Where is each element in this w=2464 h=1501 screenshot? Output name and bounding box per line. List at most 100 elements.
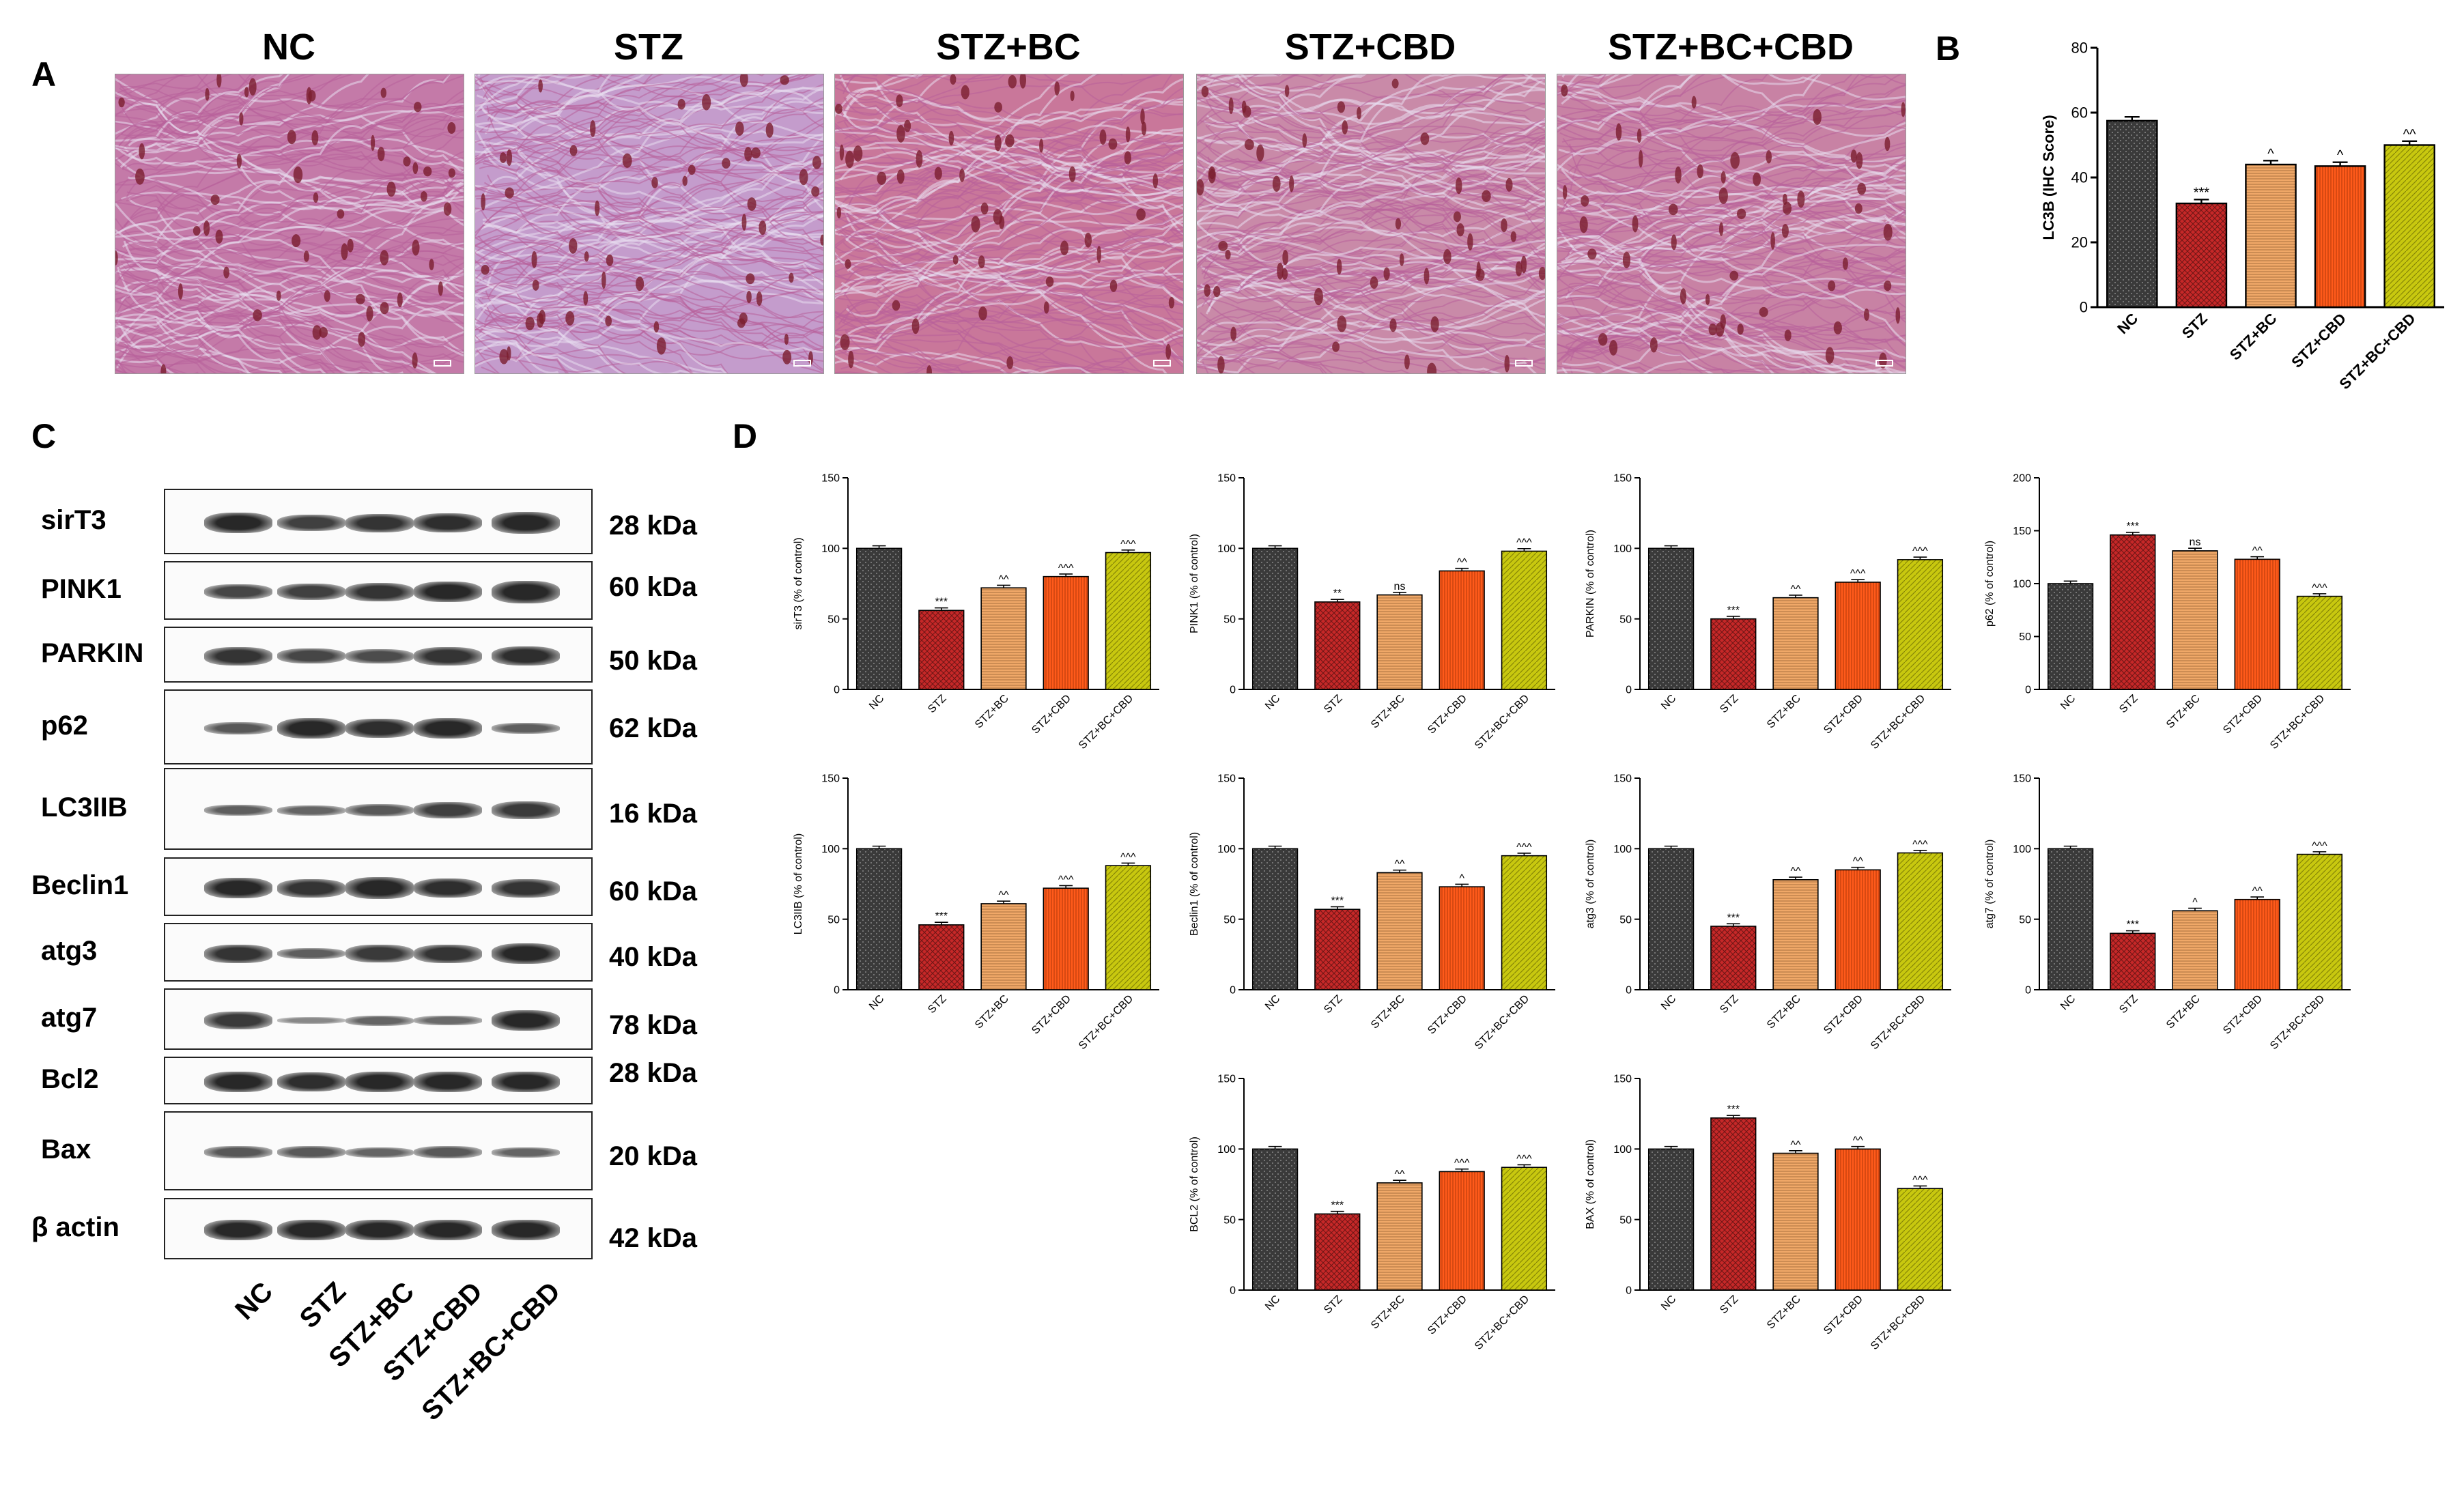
chart-bcl2: 0 50 100 150 BCL2 (% of control) NC *** STZ ^^ ST… <box>1181 1072 1563 1365</box>
scale-bar <box>1875 360 1893 367</box>
y-tick-label: 50 <box>2019 914 2031 926</box>
significance-mark: *** <box>1727 912 1740 924</box>
significance-mark: ^^^ <box>1516 537 1532 549</box>
chart-atg7: 0 50 100 150 atg7 (% of control) NC *** STZ ^ STZ… <box>1977 771 2359 1065</box>
blot-kda-atg3: 40 kDa <box>609 942 697 972</box>
error-bar <box>1789 1150 1802 1154</box>
error-bar <box>2312 851 2327 855</box>
blot-band <box>203 878 272 898</box>
error-bar <box>2188 907 2202 911</box>
blot-band <box>277 1220 345 1240</box>
x-category-label: STZ+CBD <box>2288 310 2349 371</box>
blot-strip-parkin <box>164 627 593 683</box>
x-category-label: STZ+BC+CBD <box>1077 693 1135 752</box>
blot-label-atg3: atg3 <box>41 936 98 966</box>
blot-band <box>414 878 483 898</box>
ihc-title-nc: NC <box>262 27 315 68</box>
x-category-label: STZ+CBD <box>1822 693 1865 737</box>
bar-stz <box>918 924 965 990</box>
blot-label-parkin: PARKIN <box>41 638 144 668</box>
ihc-micrograph-nc <box>115 74 464 374</box>
ihc-title-stz: STZ <box>614 27 683 68</box>
blot-band <box>345 513 414 532</box>
error-bar <box>1913 850 1927 853</box>
blot-band <box>491 943 560 964</box>
y-tick-label: 150 <box>1217 773 1236 785</box>
x-category-label: STZ+BC+CBD <box>1869 693 1927 752</box>
blot-band <box>491 1010 560 1031</box>
x-category-label: STZ+CBD <box>1426 693 1469 737</box>
error-bar <box>872 545 886 549</box>
error-bar <box>2263 160 2278 165</box>
blot-band <box>491 1147 560 1158</box>
blot-band <box>345 1147 414 1158</box>
x-category-label: STZ+BC+CBD <box>2268 693 2327 752</box>
blot-band <box>277 1017 345 1024</box>
x-category-label: STZ+BC <box>1369 693 1407 731</box>
blot-label-bax: Bax <box>41 1134 91 1164</box>
y-tick-label: 0 <box>2080 299 2088 316</box>
ihc-micrograph-stz-cbd <box>1196 74 1546 374</box>
significance-mark: ^^ <box>998 573 1009 585</box>
error-bar <box>1455 883 1469 887</box>
y-axis-label: atg3 (% of control) <box>1585 840 1596 929</box>
error-bar <box>1330 599 1344 602</box>
blot-strip-beta-actin <box>164 1198 593 1259</box>
blot-band <box>203 804 272 816</box>
error-bar <box>1330 1210 1344 1214</box>
chart-svg-bax: 0 50 100 150 BAX (% of control) NC *** STZ ^^ STZ… <box>1585 1074 1951 1352</box>
blot-kda-lc3iib: 16 kDa <box>609 799 697 829</box>
x-category-label: STZ+CBD <box>1822 1293 1865 1337</box>
bar-stz <box>2110 534 2156 690</box>
significance-mark: ns <box>2190 537 2201 548</box>
chart-pink1: 0 50 100 150 PINK1 (% of control) NC ** STZ ns ST… <box>1181 471 1563 764</box>
blot-band <box>203 1220 272 1240</box>
bar-nc <box>1647 848 1695 990</box>
y-tick-label: 100 <box>1613 1144 1632 1156</box>
lc3b-ihc-score-chart: 0 20 40 60 80 LC3B (IHC Score) NC *** STZ ^ STZ+BC… <box>2035 27 2458 416</box>
blot-label-beta-actin: β actin <box>31 1212 119 1242</box>
blot-label-pink1: PINK1 <box>41 574 122 604</box>
blot-band <box>491 1220 560 1240</box>
blot-band <box>345 804 414 816</box>
y-axis-label: BAX (% of control) <box>1585 1139 1596 1229</box>
bar-stz-bc-cbd <box>1105 865 1152 990</box>
bar-stz-bc <box>980 587 1027 690</box>
x-category-label: STZ <box>1322 693 1345 716</box>
blot-band <box>414 513 483 533</box>
significance-mark: *** <box>2194 185 2210 200</box>
blot-kda-atg7: 78 kDa <box>609 1010 697 1040</box>
y-tick-label: 100 <box>1613 844 1632 855</box>
panel-letter-b: B <box>1936 29 1961 68</box>
blot-band <box>345 718 414 739</box>
y-tick-label: 200 <box>2013 473 2031 485</box>
y-tick-label: 0 <box>1626 685 1632 696</box>
chart-sirt3: 0 50 100 150 sirT3 (% of control) NC *** STZ ^^ S… <box>785 471 1167 764</box>
blot-band <box>345 1220 414 1240</box>
x-category-label: STZ <box>926 993 949 1016</box>
y-tick-label: 60 <box>2071 104 2088 121</box>
x-category-label: STZ <box>1322 1293 1345 1317</box>
x-category-label: STZ+BC <box>1369 993 1407 1031</box>
bar-stz-bc-cbd <box>2383 144 2435 309</box>
y-tick-label: 50 <box>1619 1214 1632 1226</box>
bar-stz-bc <box>2172 910 2218 990</box>
significance-mark: ^ <box>2267 146 2274 161</box>
blot-band <box>491 722 560 734</box>
error-bar <box>1913 1185 1927 1189</box>
error-bar <box>1121 862 1135 866</box>
blot-band <box>491 646 560 666</box>
error-bar <box>934 921 948 925</box>
x-category-label: NC <box>867 993 886 1012</box>
bar-stz-cbd <box>2234 558 2280 690</box>
x-category-label: STZ <box>2179 310 2211 342</box>
significance-mark: ^^ <box>1790 1139 1801 1151</box>
x-category-label: STZ <box>1718 693 1741 716</box>
error-bar <box>1330 906 1344 910</box>
error-bar <box>2124 115 2140 121</box>
blot-kda-p62: 62 kDa <box>609 713 697 743</box>
bar-nc <box>1251 1148 1299 1291</box>
error-bar <box>872 845 886 849</box>
blot-band <box>203 1072 272 1092</box>
x-category-label: STZ <box>2117 693 2140 716</box>
